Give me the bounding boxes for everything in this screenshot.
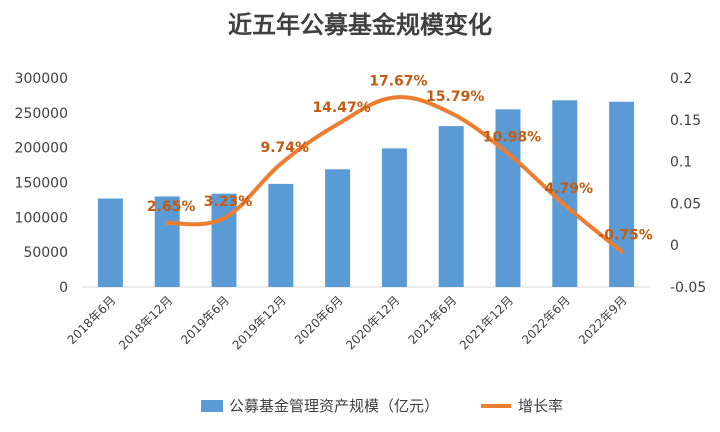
legend-swatch-bar: [201, 400, 223, 412]
legend: 公募基金管理资产规模（亿元） 增长率: [201, 397, 563, 415]
x-tick-label: 2018年12月: [116, 293, 175, 352]
left-axis: 0 50000 100000 150000 200000 250000 300000: [15, 71, 68, 296]
x-tick-label: 2019年12月: [230, 293, 289, 352]
right-tick-label: -0.05: [670, 280, 706, 296]
left-tick-label: 0: [59, 280, 68, 296]
left-tick-label: 150000: [15, 176, 68, 192]
bar: [97, 198, 123, 287]
growth-data-label: 17.67%: [369, 73, 427, 89]
left-tick-label: 100000: [15, 210, 68, 226]
right-axis: -0.05 0 0.05 0.1 0.15 0.2: [670, 71, 706, 296]
bar-series: [97, 100, 635, 287]
growth-data-label: 4.79%: [545, 181, 594, 197]
legend-label-line: 增长率: [518, 397, 563, 415]
growth-data-label: 9.74%: [261, 140, 310, 156]
left-tick-label: 250000: [15, 106, 68, 122]
chart-title: 近五年公募基金规模变化: [228, 11, 492, 39]
growth-data-label: 15.79%: [426, 89, 484, 105]
bar: [154, 196, 180, 287]
data-labels: 2.65% 3.23% 9.74% 14.47% 17.67%15.79% 10.98% 4…: [147, 73, 653, 243]
bar: [268, 183, 294, 287]
bar: [609, 101, 635, 287]
legend-label-bar: 公募基金管理资产规模（亿元）: [229, 397, 439, 415]
x-tick-label: 2019年6月: [178, 293, 232, 347]
x-tick-label: 2021年6月: [405, 293, 459, 347]
growth-data-label: 3.23%: [204, 194, 253, 210]
right-tick-label: 0.1: [670, 155, 692, 171]
bar: [438, 126, 464, 287]
line-series: [165, 95, 624, 254]
right-tick-label: 0.15: [670, 113, 701, 129]
left-tick-label: 50000: [23, 245, 68, 261]
x-tick-label: 2020年6月: [292, 293, 346, 347]
x-tick-label: 2022年6月: [519, 293, 573, 347]
right-tick-label: 0.05: [670, 196, 701, 212]
growth-data-label: 14.47%: [312, 100, 370, 116]
x-tick-label: 2021年12月: [457, 293, 516, 352]
bar: [381, 148, 407, 287]
right-tick-label: 0.2: [670, 71, 692, 87]
growth-data-label: 2.65%: [147, 199, 196, 215]
growth-data-label: -0.75%: [598, 227, 652, 243]
bar: [495, 109, 521, 287]
growth-data-label: 10.98%: [483, 129, 541, 145]
bar: [325, 169, 351, 287]
right-tick-label: 0: [670, 238, 679, 254]
x-tick-label: 2022年9月: [576, 293, 630, 347]
bar: [552, 100, 578, 287]
x-tick-label: 2020年12月: [343, 293, 402, 352]
left-tick-label: 200000: [15, 141, 68, 157]
bar: [211, 193, 237, 287]
left-tick-label: 300000: [15, 71, 68, 87]
x-tick-label: 2018年6月: [65, 293, 119, 347]
